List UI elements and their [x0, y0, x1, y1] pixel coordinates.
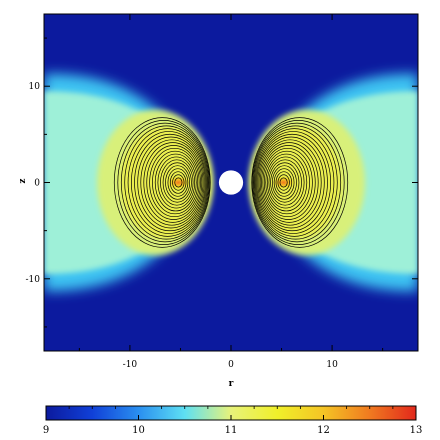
contour-line [157, 156, 196, 209]
x-tick-label: -10 [123, 360, 138, 370]
contour-line [279, 177, 288, 188]
contour-line [134, 133, 206, 232]
y-tick-label: 10 [29, 82, 41, 92]
contour-line [254, 128, 335, 237]
contour-line [140, 139, 204, 226]
contour-line [253, 125, 338, 240]
colorbar: 9 10 11 12 13 [43, 405, 423, 436]
plot-area [44, 14, 418, 351]
contour-line [137, 136, 205, 229]
contour-line [270, 162, 300, 203]
contours-right [251, 117, 349, 248]
y-tick-label: 0 [34, 179, 40, 189]
colorbar-tick-label: 10 [132, 425, 145, 436]
contour-line [257, 136, 325, 229]
contour-line [259, 142, 319, 223]
contour-line [266, 156, 305, 209]
lobe-peak [166, 175, 191, 190]
contour-line [273, 168, 295, 197]
contour-line [262, 147, 313, 218]
contour-line [252, 122, 342, 243]
colorbar-tick-label: 12 [317, 425, 330, 436]
x-tick-label: 0 [228, 360, 234, 370]
contour-line [120, 122, 210, 243]
y-tick-label: -10 [26, 275, 41, 285]
contour-line [277, 174, 290, 191]
contour-line [130, 131, 207, 234]
contour-line [174, 177, 183, 188]
contour-line [172, 174, 185, 191]
contours-layer [113, 117, 349, 248]
contour-line [113, 117, 211, 248]
central-object [218, 170, 244, 195]
contour-line [160, 159, 194, 206]
contour-line [256, 133, 328, 232]
contour-line [154, 153, 197, 212]
contour-line [152, 150, 199, 215]
contour-line [271, 165, 297, 200]
contour-line [275, 171, 293, 194]
contour-line [251, 117, 349, 248]
lobe-peak [271, 175, 296, 190]
colorbar-ticks: 9 10 11 12 13 [43, 406, 423, 436]
contour-line [261, 145, 316, 220]
contour-line [165, 165, 191, 200]
colorbar-tick-label: 9 [43, 425, 49, 436]
contour-line [146, 145, 201, 220]
y-axis-ticks: 10 0 -10 [26, 37, 418, 328]
contour-line [127, 128, 208, 237]
contour-line [169, 171, 187, 194]
x-axis-ticks: -10 0 10 [78, 14, 384, 370]
contour-line [265, 153, 308, 212]
contour-line [268, 159, 302, 206]
y-axis-title: z [18, 178, 28, 183]
contour-line [117, 120, 210, 245]
colorbar-tick-label: 13 [410, 425, 423, 436]
colorbar-tick-label: 11 [225, 425, 238, 436]
x-axis-title: r [229, 379, 234, 389]
contour-line [255, 131, 332, 234]
contour-line [124, 125, 209, 240]
contour-line [258, 139, 322, 226]
contour-line [263, 150, 310, 215]
contour-line [252, 120, 345, 245]
contour-line [162, 162, 192, 203]
contour-line [167, 168, 189, 197]
contour-line [149, 147, 200, 218]
contours-left [113, 117, 211, 248]
x-tick-label: 10 [326, 360, 338, 370]
contour-line [143, 142, 203, 223]
